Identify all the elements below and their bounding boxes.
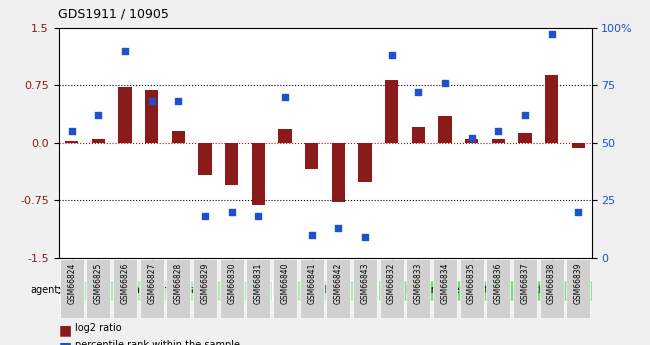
Text: pyrethrum: pyrethrum — [299, 285, 351, 295]
Text: GSM66826: GSM66826 — [121, 263, 129, 304]
Bar — [465, 139, 478, 142]
Bar — [198, 142, 212, 175]
Point — [254, 214, 264, 219]
Text: GSM66843: GSM66843 — [361, 263, 369, 304]
Point — [333, 225, 343, 230]
Bar — [491, 139, 505, 142]
FancyBboxPatch shape — [246, 259, 270, 318]
Point — [547, 32, 557, 37]
Text: GSM66827: GSM66827 — [148, 263, 156, 304]
Text: GSM66830: GSM66830 — [227, 263, 236, 304]
Text: GSM66829: GSM66829 — [201, 263, 209, 304]
Text: GSM66841: GSM66841 — [307, 263, 316, 304]
Text: GSM66838: GSM66838 — [547, 263, 556, 304]
Bar — [252, 142, 265, 206]
Text: P. nigrum extract: P. nigrum extract — [124, 285, 207, 295]
Point — [67, 128, 77, 134]
FancyBboxPatch shape — [193, 259, 217, 318]
FancyBboxPatch shape — [272, 279, 378, 301]
Point — [200, 214, 211, 219]
Point — [227, 209, 237, 214]
Point — [493, 128, 504, 134]
FancyBboxPatch shape — [540, 259, 564, 318]
Text: GSM66828: GSM66828 — [174, 263, 183, 304]
Text: GSM66836: GSM66836 — [494, 263, 502, 304]
FancyBboxPatch shape — [353, 259, 377, 318]
Text: GDS1911 / 10905: GDS1911 / 10905 — [58, 8, 170, 21]
Text: GSM66839: GSM66839 — [574, 263, 582, 304]
FancyBboxPatch shape — [486, 259, 510, 318]
Point — [120, 48, 130, 53]
Text: GSM66831: GSM66831 — [254, 263, 263, 304]
FancyBboxPatch shape — [380, 259, 404, 318]
Text: ■: ■ — [58, 323, 72, 337]
Text: percentile rank within the sample: percentile rank within the sample — [75, 341, 240, 345]
Point — [94, 112, 104, 118]
FancyBboxPatch shape — [566, 259, 590, 318]
Point — [173, 98, 184, 104]
Bar — [65, 141, 79, 142]
Text: log2 ratio: log2 ratio — [75, 323, 122, 333]
FancyBboxPatch shape — [300, 259, 324, 318]
FancyBboxPatch shape — [378, 279, 592, 301]
Text: GSM66842: GSM66842 — [334, 263, 343, 304]
FancyBboxPatch shape — [60, 259, 84, 318]
Text: GSM66835: GSM66835 — [467, 263, 476, 304]
Text: ■: ■ — [58, 341, 72, 345]
FancyBboxPatch shape — [326, 259, 350, 318]
Point — [386, 52, 396, 58]
Bar — [518, 134, 532, 142]
Point — [147, 98, 157, 104]
Bar — [545, 75, 558, 142]
Text: GSM66832: GSM66832 — [387, 263, 396, 304]
Bar — [145, 90, 159, 142]
FancyBboxPatch shape — [220, 259, 244, 318]
Point — [520, 112, 530, 118]
Text: P. nigrum extract and pyrethrum: P. nigrum extract and pyrethrum — [405, 285, 565, 295]
FancyBboxPatch shape — [86, 259, 110, 318]
Bar — [358, 142, 372, 183]
Bar — [118, 87, 132, 142]
Bar — [438, 116, 452, 142]
FancyBboxPatch shape — [460, 259, 484, 318]
FancyBboxPatch shape — [113, 259, 137, 318]
Point — [467, 135, 477, 141]
Bar — [225, 142, 239, 185]
FancyBboxPatch shape — [433, 259, 457, 318]
Bar — [305, 142, 318, 169]
Bar — [411, 127, 425, 142]
FancyBboxPatch shape — [406, 259, 430, 318]
FancyBboxPatch shape — [140, 259, 164, 318]
Point — [573, 209, 584, 214]
Text: agent: agent — [31, 285, 58, 295]
Point — [307, 232, 317, 237]
Text: GSM66824: GSM66824 — [68, 263, 76, 304]
Bar — [92, 139, 105, 142]
Text: GSM66840: GSM66840 — [281, 263, 289, 304]
Text: GSM66825: GSM66825 — [94, 263, 103, 304]
Bar — [332, 142, 345, 203]
Bar — [278, 129, 292, 142]
FancyBboxPatch shape — [513, 259, 537, 318]
FancyBboxPatch shape — [58, 279, 272, 301]
Bar — [172, 131, 185, 142]
Point — [280, 94, 291, 99]
FancyBboxPatch shape — [166, 259, 190, 318]
Bar — [385, 80, 398, 142]
Text: GSM66833: GSM66833 — [414, 263, 422, 304]
Bar — [571, 142, 585, 148]
Text: GSM66834: GSM66834 — [441, 263, 449, 304]
Text: GSM66837: GSM66837 — [521, 263, 529, 304]
Point — [439, 80, 450, 86]
Point — [360, 234, 370, 240]
Point — [413, 89, 424, 95]
FancyBboxPatch shape — [273, 259, 297, 318]
